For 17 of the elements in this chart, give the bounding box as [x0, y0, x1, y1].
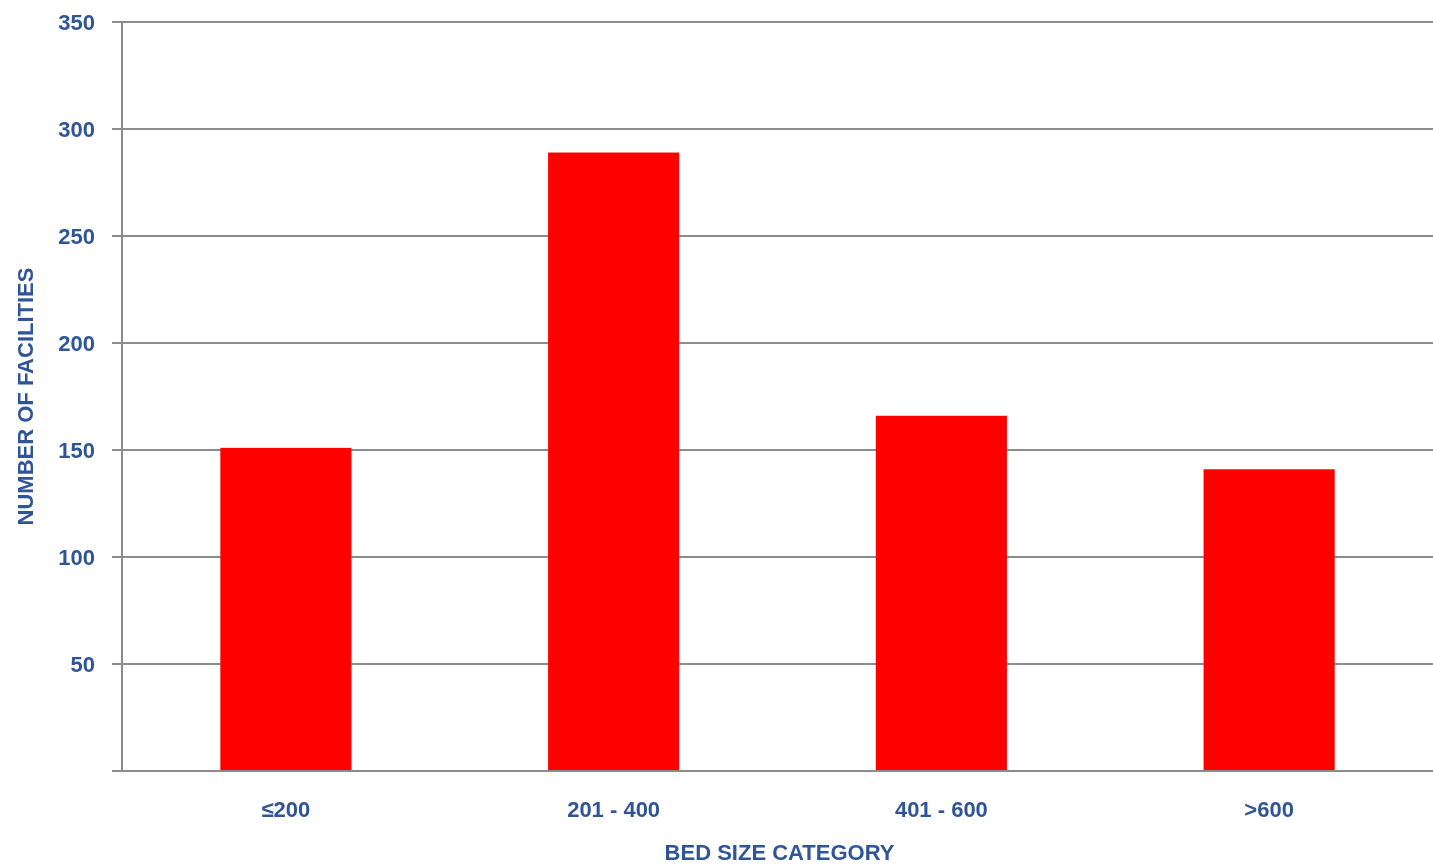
x-tick-label: 401 - 600: [894, 796, 988, 822]
bar: [875, 415, 1007, 771]
y-tick-label: 350: [58, 9, 95, 35]
y-tick-label: 250: [58, 223, 95, 249]
x-tick-label: 201 - 400: [567, 796, 661, 822]
y-axis-title: NUMBER OF FACILITIES: [12, 267, 38, 526]
y-tick-label: 200: [58, 330, 95, 356]
bar: [220, 447, 352, 771]
bar: [548, 152, 680, 771]
x-axis-title: BED SIZE CATEGORY: [664, 839, 895, 865]
y-tick-label: 100: [58, 544, 95, 570]
y-tick-label: 150: [58, 437, 95, 463]
x-tick-label: >600: [1244, 796, 1294, 822]
x-tick-label: ≤200: [261, 796, 311, 822]
bar: [1203, 469, 1335, 771]
y-tick-label: 50: [70, 651, 95, 677]
y-tick-label: 300: [58, 116, 95, 142]
